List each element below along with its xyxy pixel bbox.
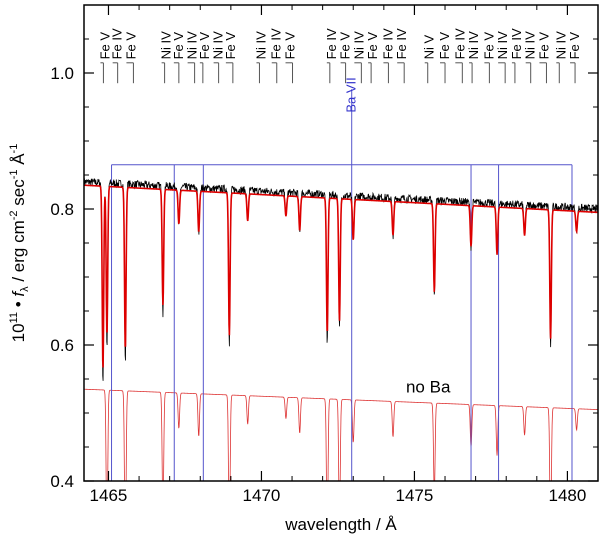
y-axis-title: 1011 • fλ / erg cm-2 sec-1 Å-1: [8, 144, 31, 343]
ion-label: Ni IV: [466, 31, 481, 60]
y-tick-label: 0.8: [50, 200, 74, 219]
ion-label: Fe IV: [110, 28, 125, 59]
y-tick-label: 1.0: [50, 64, 74, 83]
ion-label: Fe IV: [269, 28, 284, 59]
ion-label: Fe V: [123, 32, 138, 60]
model-spectrum-line: [84, 184, 598, 368]
ion-label: Fe V: [536, 32, 551, 60]
ba-vii-label: Ba VII: [344, 77, 359, 112]
x-axis-title: wavelength / Å: [284, 515, 397, 534]
y-tick-label: 0.6: [50, 336, 74, 355]
ion-label: Ni IV: [495, 31, 510, 60]
ion-label: Ni IV: [185, 31, 200, 60]
no-ba-label: no Ba: [406, 378, 451, 397]
x-tick-label: 1480: [548, 486, 586, 505]
ion-label: Fe V: [223, 32, 238, 60]
no-ba-model-line: [84, 388, 598, 481]
ion-label: Ni IV: [159, 31, 174, 60]
ion-label: Fe IV: [394, 28, 409, 59]
ion-label: Fe IV: [380, 28, 395, 59]
x-tick-label: 1470: [243, 486, 281, 505]
ion-label: Fe V: [283, 32, 298, 60]
ion-label: Fe V: [365, 32, 380, 60]
ion-label: Fe V: [338, 32, 353, 60]
ion-label: Ni IV: [253, 31, 268, 60]
ion-label: Ni IV: [523, 31, 538, 60]
x-tick-label: 1475: [396, 486, 434, 505]
ion-label: Fe IV: [452, 28, 467, 59]
ion-label: Fe V: [481, 32, 496, 60]
x-tick-label: 1465: [90, 486, 128, 505]
ion-label: Ni IV: [553, 31, 568, 60]
ion-label: Fe V: [567, 32, 582, 60]
ion-label: Fe IV: [509, 28, 524, 59]
ion-label: Ni IV: [351, 31, 366, 60]
ion-label: Ni V: [422, 35, 437, 60]
ion-label: Fe V: [171, 32, 186, 60]
ion-label: Fe IV: [324, 28, 339, 59]
ion-label: Fe V: [437, 32, 452, 60]
ion-label: Ni IV: [211, 31, 226, 60]
ion-label: Fe V: [197, 32, 212, 60]
y-tick-label: 0.4: [50, 472, 74, 491]
ion-label: Fe V: [97, 32, 112, 60]
